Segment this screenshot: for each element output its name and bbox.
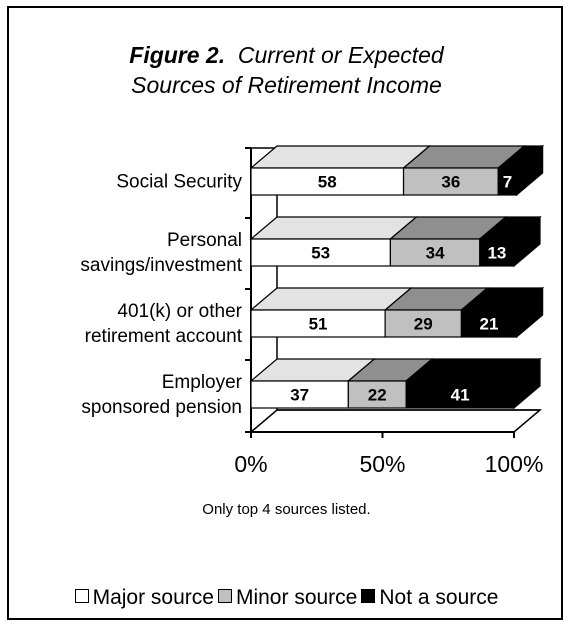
chart-title-line-1: Current or Expected	[237, 42, 444, 68]
bar-segment-top	[249, 216, 419, 240]
bar-segment	[250, 238, 391, 267]
bar-value-label: 29	[414, 315, 433, 334]
legend-item: Major source	[74, 586, 214, 610]
legend-label: Major source	[92, 586, 214, 609]
bar-segment-top	[249, 287, 413, 311]
category-label: Employer	[162, 372, 243, 393]
legend-swatch	[74, 589, 89, 603]
chart-title-block: Figure 2. Current or Expected Sources of…	[0, 40, 573, 100]
figure-label: Figure 2.	[129, 42, 226, 68]
bar-segment	[384, 309, 463, 338]
bar-segment-top	[249, 145, 432, 169]
bar-value-label: 34	[426, 244, 445, 263]
bar-segment	[460, 309, 518, 338]
bar-value-label: 21	[480, 315, 499, 334]
bar-value-label: 13	[487, 244, 506, 263]
bar-value-label: 37	[290, 386, 309, 405]
legend-swatch	[217, 589, 232, 603]
bar-segment	[250, 167, 405, 196]
legend-label: Not a source	[379, 586, 499, 609]
category-label: sponsored pension	[81, 397, 242, 418]
bar-value-label: 22	[368, 386, 387, 405]
bar-segment	[405, 380, 515, 409]
bar-value-label: 51	[309, 315, 328, 334]
category-label: Social Security	[116, 172, 242, 193]
bar-segment	[497, 167, 518, 196]
x-tick-label: 100%	[485, 451, 544, 477]
category-label: 401(k) or other	[117, 301, 242, 322]
category-label: Personal	[167, 230, 242, 251]
bar-segment	[479, 238, 515, 267]
category-label: retirement account	[85, 326, 243, 347]
legend-label: Minor source	[235, 586, 358, 609]
bar-segment	[402, 167, 499, 196]
chart-legend: Major source Minor source Not a source	[0, 586, 573, 610]
chart-note: Only top 4 sources listed.	[202, 501, 371, 518]
x-tick-label: 0%	[234, 451, 267, 477]
bar-value-label: 7	[503, 173, 512, 192]
legend-item: Minor source	[217, 586, 358, 610]
bar-value-label: 58	[318, 173, 337, 192]
category-label: savings/investment	[80, 255, 242, 276]
bar-value-label: 36	[441, 173, 460, 192]
bar-segment	[347, 380, 407, 409]
bar-segment	[250, 309, 386, 338]
legend-item: Not a source	[361, 586, 498, 610]
bar-value-label: 53	[311, 244, 330, 263]
bar-segment	[250, 380, 349, 409]
chart-title-line-2: Sources of Retirement Income	[131, 72, 442, 98]
bar-value-label: 41	[451, 386, 470, 405]
x-tick-label: 50%	[359, 451, 405, 477]
legend-swatch	[361, 589, 376, 603]
chart-floor	[248, 409, 543, 433]
